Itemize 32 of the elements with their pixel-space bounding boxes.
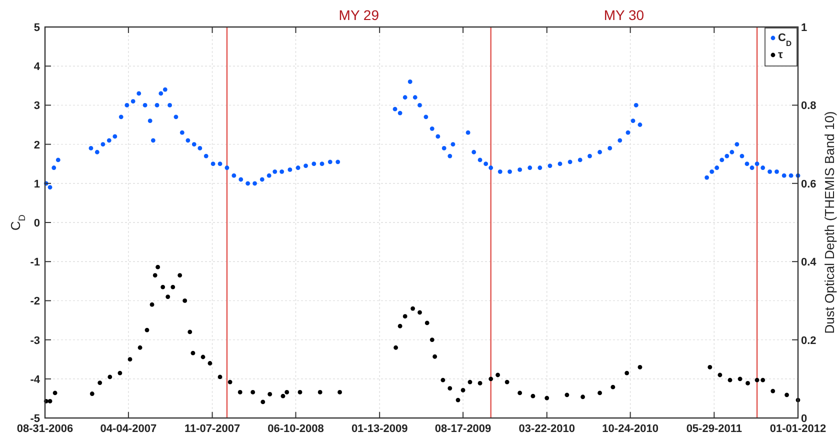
x-tick-label: 01-13-2009 (351, 423, 408, 435)
y-tick-label: 3 (34, 100, 40, 112)
x-tick-label: 08-17-2009 (434, 423, 492, 435)
y-tick-label: 5 (34, 22, 40, 34)
y-tick-label: -4 (30, 374, 41, 386)
y2-tick-label: 0.4 (801, 256, 818, 269)
x-tick-label: 01-01-2012 (770, 423, 826, 435)
y2-tick-label: 0.8 (801, 100, 816, 112)
y2-tick-label: 0.2 (801, 334, 816, 347)
text: MY 30 (604, 7, 644, 23)
y-tick-label: -3 (30, 334, 40, 347)
x-tick-label: 11-07-2007 (184, 423, 240, 435)
x-tick-label: 06-10-2008 (268, 423, 324, 435)
y2-tick-label: 0.6 (801, 178, 816, 190)
y-tick-label: 4 (34, 61, 41, 74)
x-tick-label: 05-29-2011 (686, 423, 742, 435)
x-tick-label: 04-04-2007 (100, 423, 157, 435)
x-tick-label: 03-22-2010 (518, 423, 576, 435)
x-tick-label: 10-24-2010 (602, 423, 658, 435)
legend-label: τ (778, 49, 783, 61)
text: MY 29 (338, 7, 380, 23)
y-tick-label: -5 (30, 413, 40, 425)
y-tick-label: -2 (30, 296, 40, 308)
y-tick-label: -1 (30, 256, 40, 269)
y-tick-label: 1 (34, 178, 40, 190)
x-tick-label: 08-31-2006 (16, 423, 74, 435)
y-tick-label: 2 (34, 139, 40, 152)
y2-tick-label: 0 (801, 413, 808, 425)
y-tick-label: 0 (34, 218, 40, 230)
y2-axis-title: Dust Optical Depth (THEMIS Band 10) (822, 111, 837, 334)
legend-label: C$_{D}$ (778, 32, 792, 48)
y2-tick-label: 1 (801, 22, 808, 34)
